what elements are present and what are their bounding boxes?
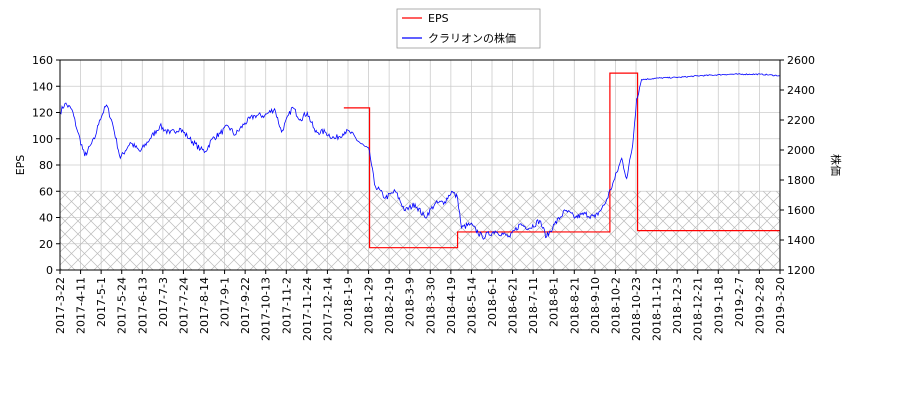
x-tick-label: 2018-8-1 [548, 277, 561, 327]
legend-eps-label: EPS [428, 12, 449, 25]
y-tick-label-right: 2400 [787, 84, 815, 97]
axes: 2017-3-22 2017-4-11 2017-5-1 2017-5-24 2017-… [32, 54, 815, 341]
x-tick-label: 2017-7-24 [177, 277, 190, 334]
series-group [60, 72, 780, 249]
x-tick-label: 2018-3-30 [424, 277, 437, 334]
y-tick-label-right: 1600 [787, 204, 815, 217]
x-tick-label: 2018-12-21 [692, 277, 705, 341]
x-tick-label: 2018-7-11 [527, 277, 540, 334]
x-tick-label: 2017-8-14 [198, 277, 211, 334]
x-tick-label: 2018-2-19 [383, 277, 396, 334]
x-tick-label: 2017-11-24 [301, 277, 314, 341]
x-tick-label: 2017-5-24 [116, 277, 129, 334]
y-axis-label-right: 株価 [829, 154, 843, 176]
x-tick-label: 2017-11-2 [280, 277, 293, 334]
price-line [60, 73, 780, 240]
x-tick-label: 2018-12-3 [671, 277, 684, 334]
y-tick-label-right: 2600 [787, 54, 815, 67]
x-tick-label: 2018-8-21 [568, 277, 581, 334]
x-tick-label: 2017-3-22 [54, 277, 67, 334]
y-tick-label-right: 2000 [787, 144, 815, 157]
x-tick-label: 2017-9-1 [219, 277, 232, 327]
y-tick-label-left: 0 [46, 264, 53, 277]
x-tick-label: 2018-5-14 [465, 277, 478, 334]
y-tick-label-left: 120 [32, 107, 53, 120]
x-tick-label: 2017-10-13 [260, 277, 273, 341]
legend: EPS クラリオンの株価 [396, 8, 541, 49]
y-tick-label-right: 2200 [787, 114, 815, 127]
x-tick-label: 2017-9-22 [239, 277, 252, 334]
x-tick-label: 2018-6-1 [486, 277, 499, 327]
y-tick-label-right: 1400 [787, 234, 815, 247]
x-tick-label: 2018-6-21 [507, 277, 520, 334]
y-tick-label-left: 80 [39, 159, 53, 172]
x-tick-label: 2018-9-10 [589, 277, 602, 334]
y-tick-label-right: 1800 [787, 174, 815, 187]
x-tick-label: 2018-11-12 [651, 277, 664, 341]
y-tick-label-right: 1200 [787, 264, 815, 277]
x-tick-label: 2017-6-13 [136, 277, 149, 334]
eps-line [343, 72, 780, 249]
x-tick-label: 2017-5-1 [95, 277, 108, 327]
x-tick-label: 2019-2-28 [753, 277, 766, 334]
y-tick-label-left: 160 [32, 54, 53, 67]
x-tick-label: 2018-3-9 [404, 277, 417, 327]
x-tick-label: 2018-1-9 [342, 277, 355, 327]
x-tick-label: 2019-3-20 [774, 277, 787, 334]
y-tick-label-left: 100 [32, 133, 53, 146]
x-tick-label: 2018-4-19 [445, 277, 458, 334]
y-tick-label-left: 20 [39, 238, 53, 251]
y-tick-label-left: 60 [39, 185, 53, 198]
x-tick-label: 2018-10-2 [609, 277, 622, 334]
x-tick-label: 2017-12-14 [321, 277, 334, 341]
x-tick-label: 2019-1-18 [712, 277, 725, 334]
y-tick-label-left: 40 [39, 212, 53, 225]
y-tick-label-left: 140 [32, 80, 53, 93]
x-tick-label: 2019-2-7 [733, 277, 746, 327]
x-tick-label: 2017-7-3 [157, 277, 170, 327]
x-tick-label: 2017-4-11 [75, 277, 88, 334]
x-tick-label: 2018-10-23 [630, 277, 643, 341]
x-tick-label: 2018-1-29 [363, 277, 376, 334]
legend-price-label: クラリオンの株価 [428, 31, 516, 45]
y-axis-label-left: EPS [14, 155, 27, 176]
